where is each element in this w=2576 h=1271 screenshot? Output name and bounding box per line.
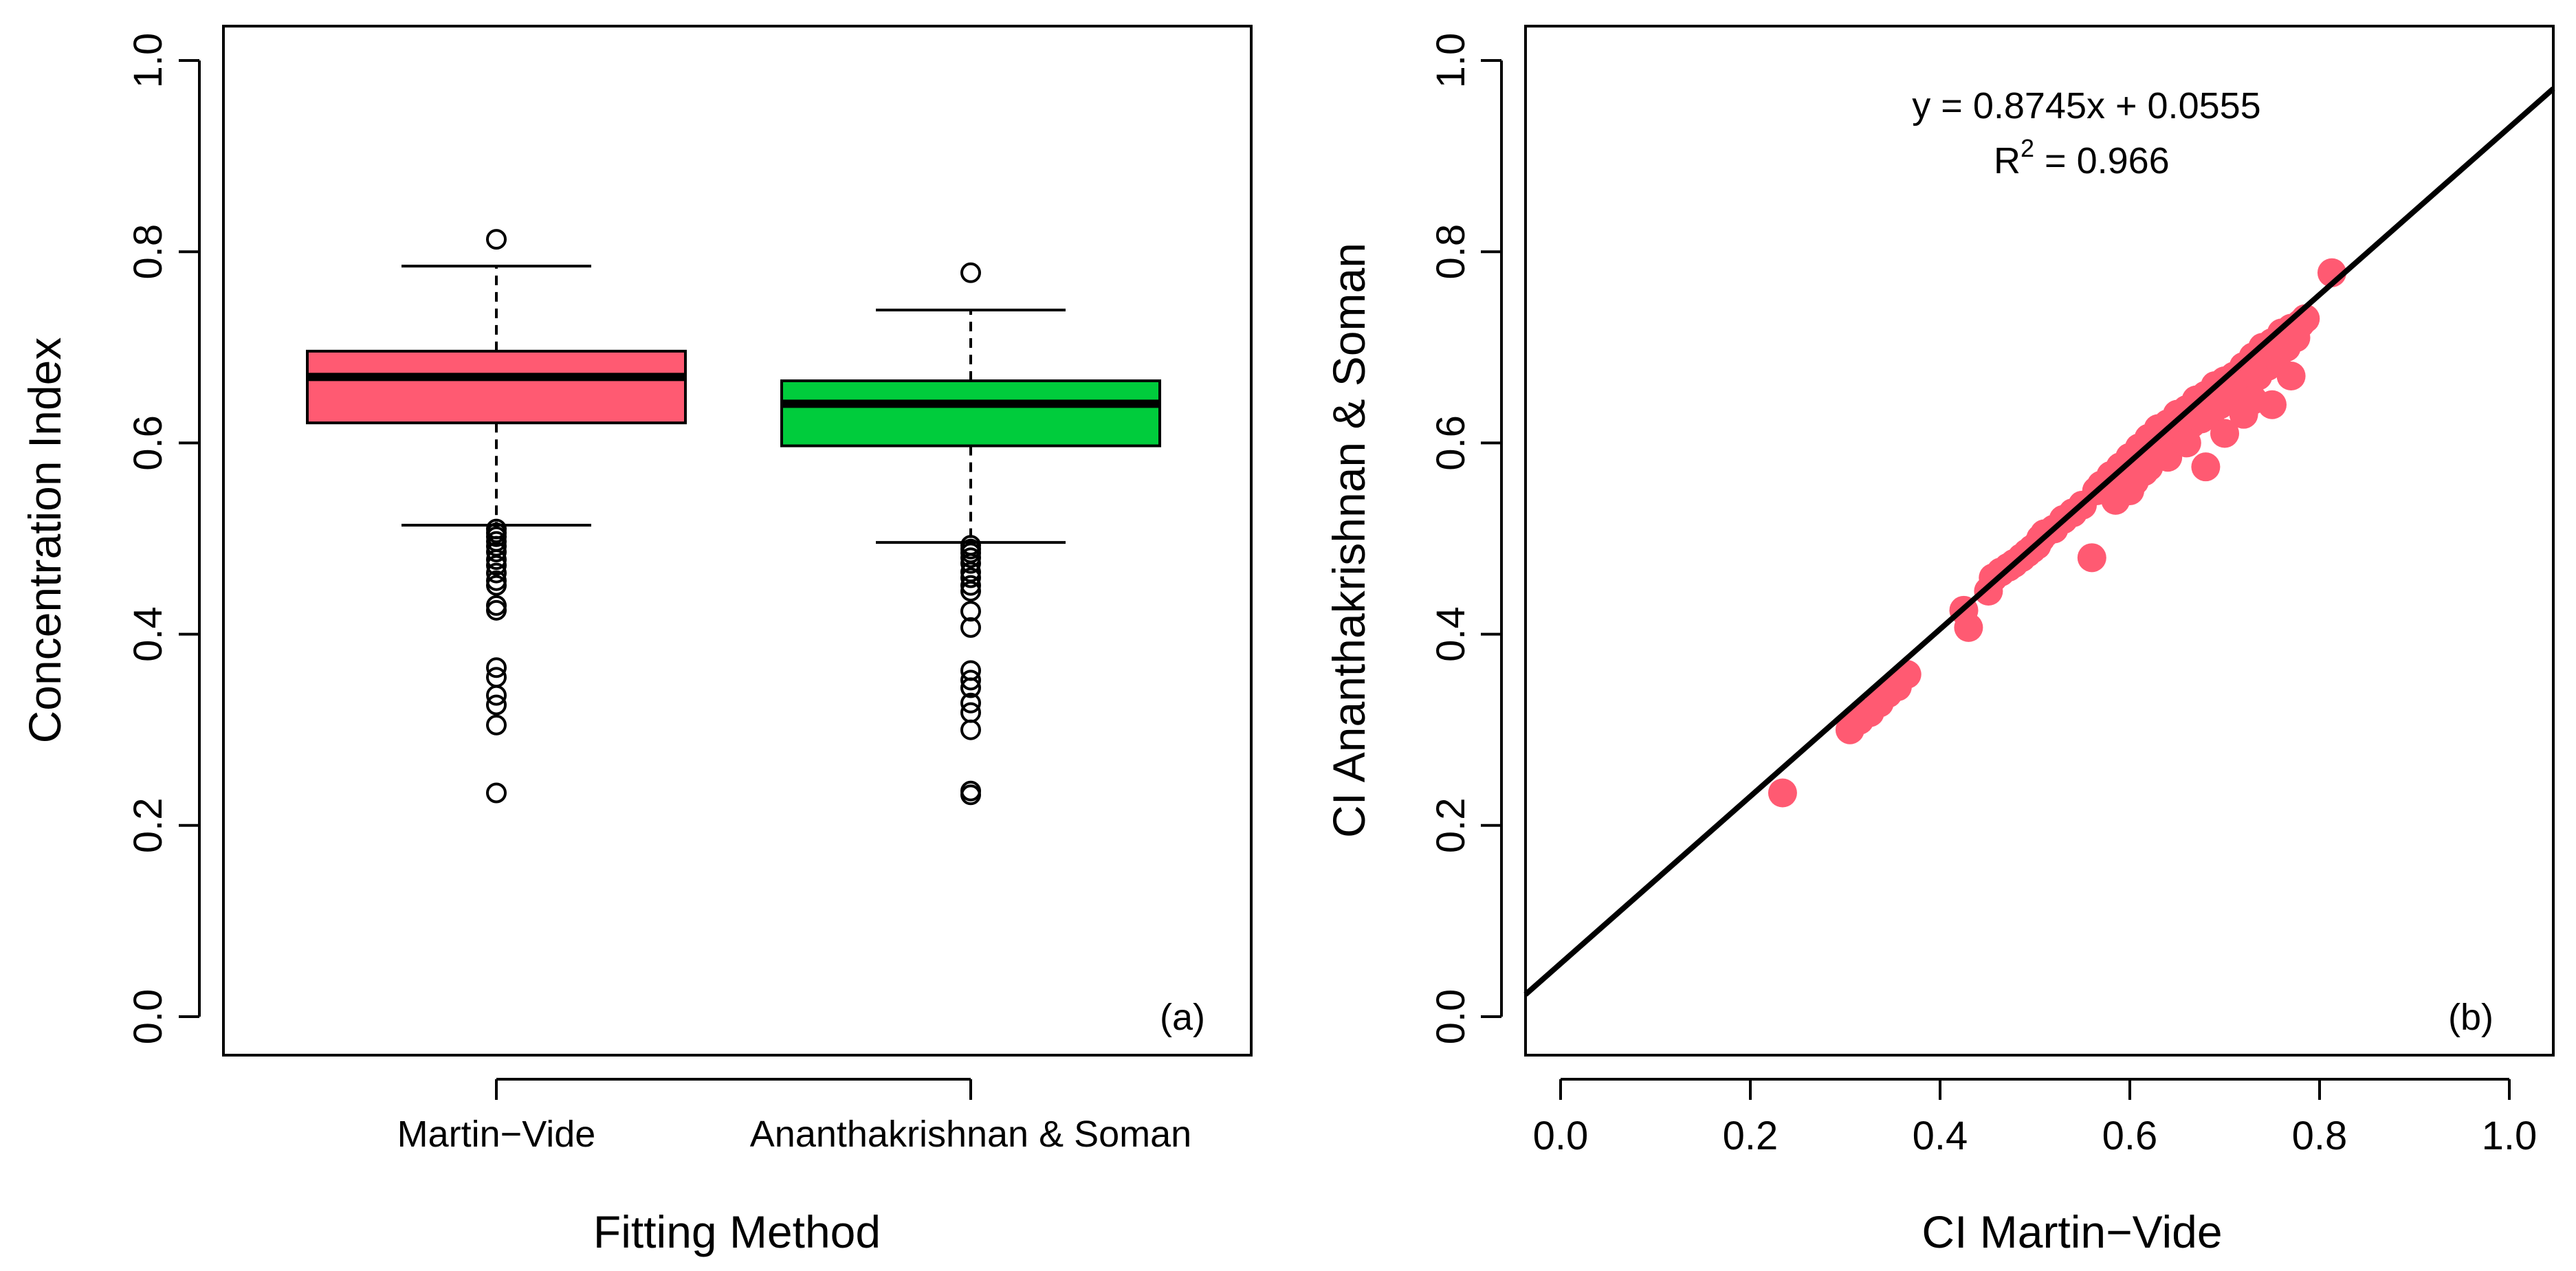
x-tick-label: 0.2 — [1723, 1114, 1779, 1158]
outlier-point — [960, 692, 981, 714]
outlier-point — [960, 547, 981, 568]
scatter-y-axis: 0.0 0.2 0.4 0.6 0.8 1.0 — [1429, 33, 1503, 1045]
boxplot-frame — [222, 25, 1253, 1057]
r-squared-symbol: R — [1994, 140, 2021, 181]
scatter-frame — [1524, 25, 2555, 1057]
outlier-point — [960, 575, 981, 596]
outlier-point — [486, 555, 507, 576]
scatter-x-title: CI Martin−Vide — [1922, 1206, 2222, 1257]
box-group — [306, 229, 687, 804]
scatter-point — [2172, 428, 2201, 458]
box-group — [780, 262, 1161, 806]
scatter-point — [2134, 452, 2164, 482]
scatter-y-title: CI Ananthakrishnan & Soman — [1323, 243, 1374, 838]
outlier-point — [486, 714, 507, 736]
x-tick-label: 0.8 — [2292, 1114, 2348, 1158]
x-tick-label: 0.0 — [1533, 1114, 1589, 1158]
outlier-point — [486, 657, 507, 678]
r-squared-exponent: 2 — [2021, 134, 2034, 162]
panel-label-a: (a) — [1160, 997, 1205, 1038]
y-tick-label: 0.2 — [1429, 797, 1473, 853]
outlier-point — [960, 567, 981, 588]
x-category-label: Martin−Vide — [397, 1114, 596, 1155]
scatter-x-axis: 0.0 0.2 0.4 0.6 0.8 1.0 — [1533, 1078, 2538, 1158]
scatter-points — [1768, 258, 2346, 808]
outlier-point — [486, 562, 507, 584]
outlier-point — [960, 719, 981, 740]
scatter-point — [2077, 543, 2106, 573]
regression-equation: y = 0.8745x + 0.0555 — [1912, 85, 2260, 126]
outlier-point — [960, 553, 981, 574]
x-tick-label: 1.0 — [2482, 1114, 2538, 1158]
boxplot-x-title: Fitting Method — [593, 1206, 881, 1257]
y-tick-label: 0.0 — [126, 989, 170, 1045]
y-tick-label: 0.4 — [1429, 606, 1473, 662]
r-squared-label: R2 = 0.966 — [1994, 134, 2170, 181]
outlier-point — [960, 581, 981, 602]
box-iqr — [780, 379, 1161, 447]
y-tick-label: 0.4 — [126, 606, 170, 662]
y-tick-label: 0.2 — [126, 797, 170, 853]
regression-line — [1523, 86, 2555, 997]
outlier-point — [486, 549, 507, 571]
y-tick-label: 0.8 — [126, 224, 170, 280]
boxplot-y-title: Concentration Index — [19, 338, 70, 744]
scatter-point — [2191, 452, 2221, 482]
boxplot-panel: 0.0 0.2 0.4 0.6 0.8 1.0 Martin−Vide Ananthakri… — [19, 25, 1253, 1257]
outlier-point — [960, 617, 981, 638]
scatter-point — [2115, 476, 2144, 505]
y-tick-label: 1.0 — [1429, 33, 1473, 89]
y-tick-label: 1.0 — [126, 33, 170, 89]
outlier-point — [486, 541, 507, 562]
y-tick-label: 0.0 — [1429, 989, 1473, 1045]
scatter-point — [2238, 385, 2268, 415]
scatter-point — [1954, 612, 1983, 642]
y-tick-label: 0.6 — [1429, 415, 1473, 471]
y-tick-label: 0.6 — [126, 415, 170, 471]
outlier-point — [486, 599, 507, 621]
y-tick-label: 0.8 — [1429, 224, 1473, 280]
box-iqr — [306, 349, 687, 425]
outlier-point — [486, 229, 507, 250]
x-category-label: Ananthakrishnan & Soman — [750, 1114, 1191, 1155]
outlier-point — [486, 575, 507, 596]
outlier-point — [960, 784, 981, 806]
outlier-point — [486, 782, 507, 804]
scatter-panel: 0.0 0.2 0.4 0.6 0.8 1.0 0.0 0.2 0.4 0.6 0.8 1.0 y … — [1323, 25, 2555, 1257]
x-tick-label: 0.6 — [2102, 1114, 2158, 1158]
scatter-point — [2210, 419, 2239, 448]
boxplot-y-axis: 0.0 0.2 0.4 0.6 0.8 1.0 — [126, 33, 201, 1045]
scatter-point — [1768, 778, 1797, 808]
x-tick-label: 0.4 — [1913, 1114, 1968, 1158]
scatter-point — [2276, 362, 2306, 391]
outlier-point — [960, 670, 981, 691]
outlier-point — [960, 677, 981, 698]
panel-label-b: (b) — [2448, 997, 2494, 1038]
r-squared-value: = 0.966 — [2034, 140, 2170, 181]
boxplot-boxes — [306, 229, 1161, 806]
outlier-point — [960, 262, 981, 283]
outlier-point — [486, 694, 507, 716]
outlier-point — [960, 601, 981, 622]
boxplot-x-axis: Martin−Vide Ananthakrishnan & Soman — [397, 1078, 1191, 1155]
scatter-fit — [1523, 86, 2555, 997]
outlier-point — [486, 685, 507, 706]
